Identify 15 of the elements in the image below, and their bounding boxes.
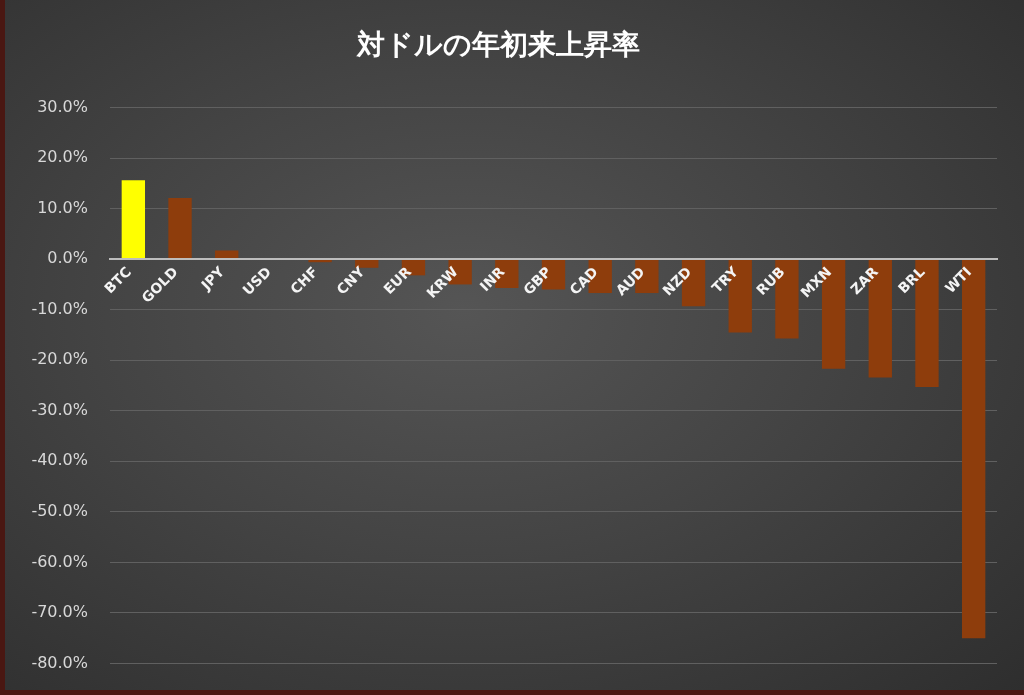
y-tick-label: -80.0% xyxy=(31,652,88,672)
bar xyxy=(121,180,146,259)
y-tick-label: -10.0% xyxy=(31,298,88,318)
y-tick-label: -50.0% xyxy=(31,500,88,520)
y-tick-label: 0.0% xyxy=(47,248,88,268)
y-tick-label: -70.0% xyxy=(31,602,88,622)
y-tick-label: 20.0% xyxy=(37,147,88,167)
y-tick-label: -30.0% xyxy=(31,399,88,419)
y-tick-label: -60.0% xyxy=(31,551,88,571)
bar xyxy=(168,198,192,259)
chart-title: 対ドルの年初来上昇率 xyxy=(356,28,640,62)
y-tick-label: -20.0% xyxy=(31,349,88,369)
y-tick-label: -40.0% xyxy=(31,450,88,470)
y-tick-label: 10.0% xyxy=(37,197,88,217)
y-tick-label: 30.0% xyxy=(37,96,88,116)
